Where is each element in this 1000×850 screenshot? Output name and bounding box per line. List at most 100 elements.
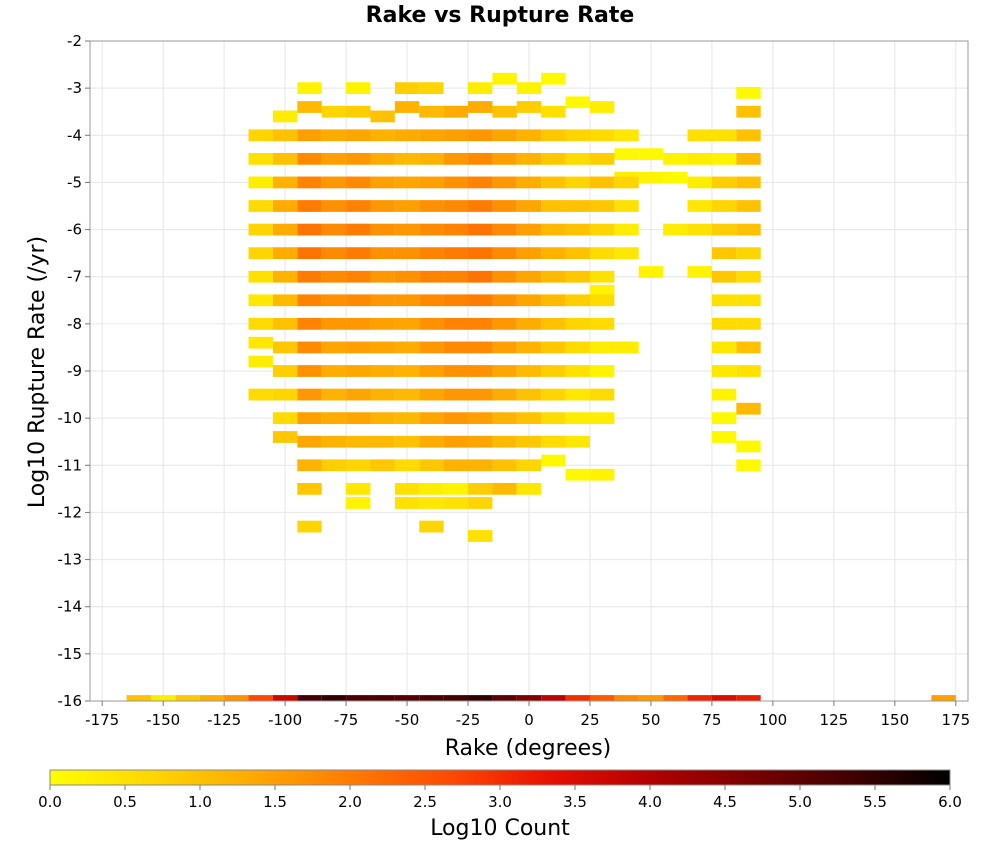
heatmap-cell	[687, 695, 712, 701]
heatmap-cell	[248, 129, 273, 142]
heatmap-cell	[346, 200, 371, 212]
y-tick-label: -7	[67, 268, 82, 286]
heatmap-cell	[565, 341, 590, 354]
heatmap-cell	[297, 176, 322, 189]
y-tick-label: -5	[67, 173, 82, 191]
heatmap-cell	[272, 270, 298, 283]
heatmap-cell	[321, 129, 347, 142]
heatmap-cell	[394, 435, 420, 448]
heatmap-cell	[468, 200, 493, 212]
heatmap-cell	[346, 82, 371, 95]
heatmap-cell	[589, 365, 615, 377]
heatmap-cell	[565, 388, 590, 401]
heatmap-cell	[711, 412, 737, 425]
y-tick-label: -13	[58, 551, 83, 569]
heatmap-cell	[272, 317, 298, 330]
heatmap-cell	[297, 270, 322, 283]
x-tick-label: -75	[334, 711, 359, 729]
heatmap-cell	[419, 200, 444, 212]
heatmap-cell	[541, 152, 566, 165]
heatmap-cell	[614, 247, 639, 260]
colorbar-tick-label: 0.5	[113, 793, 137, 811]
heatmap-cell	[297, 365, 322, 377]
heatmap-cell	[272, 431, 298, 443]
y-axis-ticks: -2 -3 -4 -5 -6 -7 -8 -9 -10 -11 -12 -13 -14 -15 -16	[58, 32, 90, 710]
heatmap-cell	[516, 129, 542, 142]
heatmap-cell	[394, 223, 420, 236]
heatmap-cell	[394, 82, 420, 95]
heatmap-cell	[419, 223, 444, 236]
heatmap-cell	[346, 223, 371, 236]
heatmap-cell	[589, 468, 615, 481]
heatmap-cell	[443, 459, 469, 472]
heatmap-cell	[638, 148, 664, 161]
heatmap-cell	[736, 176, 761, 189]
heatmap-cell	[565, 129, 590, 142]
y-tick-label: -8	[67, 315, 82, 333]
heatmap-cell	[541, 176, 566, 189]
heatmap-cell	[419, 176, 444, 189]
heatmap-cell	[565, 247, 590, 260]
heatmap-cell	[492, 317, 517, 330]
y-tick-label: -9	[67, 362, 82, 380]
colorbar-tick-label: 2.5	[413, 793, 437, 811]
heatmap-cell	[541, 129, 566, 142]
heatmap-cell	[492, 105, 517, 118]
heatmap-cell	[736, 223, 761, 236]
heatmap-cell	[492, 176, 517, 189]
heatmap-cell	[468, 497, 493, 509]
heatmap-cell	[516, 223, 542, 236]
heatmap-cell	[346, 176, 371, 189]
heatmap-cell	[297, 129, 322, 142]
heatmap-cell	[297, 695, 322, 701]
heatmap-cell	[565, 176, 590, 189]
heatmap-cell	[297, 152, 322, 165]
heatmap-cell	[443, 247, 469, 260]
heatmap-cell	[419, 129, 444, 142]
heatmap-cell	[419, 695, 444, 701]
heatmap-cell	[394, 388, 420, 401]
colorbar-tick-label: 5.0	[788, 793, 812, 811]
heatmap-cell	[541, 412, 566, 425]
heatmap-cell	[443, 200, 469, 212]
heatmap-cell	[541, 270, 566, 283]
heatmap-cell	[492, 200, 517, 212]
heatmap-cell	[736, 247, 761, 260]
heatmap-cell	[321, 459, 347, 472]
heatmap-cell	[589, 284, 615, 297]
heatmap-cell	[589, 341, 615, 354]
heatmap-cell	[248, 176, 273, 189]
heatmap-cell	[565, 468, 590, 481]
heatmap-cell	[516, 200, 542, 212]
heatmap-cell	[272, 412, 298, 425]
heatmap-cell	[346, 435, 371, 448]
heatmap-cell	[541, 695, 566, 701]
heatmap-cell	[516, 270, 542, 283]
heatmap-cell	[468, 459, 493, 472]
x-tick-label: 125	[820, 711, 849, 729]
heatmap-cell	[614, 223, 639, 236]
x-tick-label: 50	[641, 711, 660, 729]
heatmap-cell	[370, 317, 395, 330]
heatmap-cell	[272, 200, 298, 212]
heatmap-cell	[687, 176, 712, 189]
heatmap-cell	[370, 270, 395, 283]
heatmap-cell	[272, 223, 298, 236]
heatmap-cell	[248, 695, 273, 701]
heatmap-cell	[321, 105, 347, 118]
heatmap-cell	[394, 200, 420, 212]
heatmap-cell	[736, 105, 761, 118]
heatmap-cells	[126, 72, 956, 701]
heatmap-cell	[443, 497, 469, 509]
heatmap-cell	[297, 412, 322, 425]
heatmap-cell	[468, 152, 493, 165]
heatmap-cell	[419, 482, 444, 495]
heatmap-cell	[736, 317, 761, 330]
heatmap-cell	[711, 431, 737, 443]
x-tick-label: 25	[580, 711, 599, 729]
y-tick-label: -15	[58, 645, 83, 663]
heatmap-cell	[394, 459, 420, 472]
heatmap-cell	[492, 459, 517, 472]
x-tick-label: 100	[759, 711, 788, 729]
chart-title: Rake vs Rupture Rate	[366, 3, 635, 28]
